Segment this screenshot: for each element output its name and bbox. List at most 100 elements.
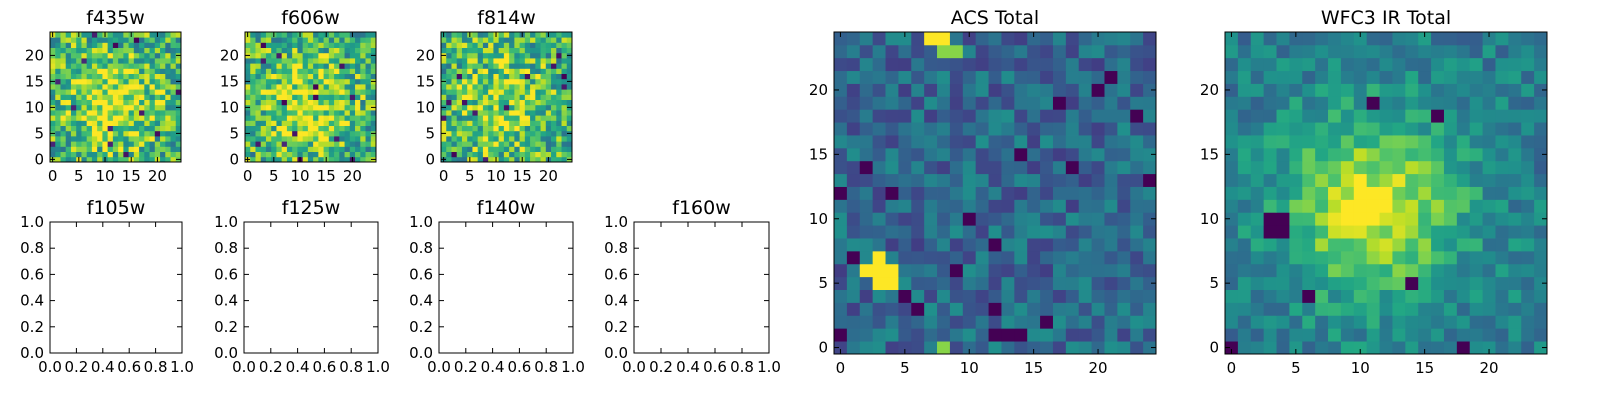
heatmap-cell <box>509 110 515 116</box>
heatmap-cell <box>1508 212 1522 226</box>
heatmap-cell <box>339 156 345 163</box>
heatmap-cell <box>1469 302 1483 316</box>
heatmap-cell <box>1534 341 1548 355</box>
heatmap-cell <box>1353 57 1368 72</box>
heatmap-cell <box>1495 289 1509 303</box>
heatmap-cell <box>286 37 293 43</box>
heatmap-cell <box>370 37 377 43</box>
heatmap-cell <box>339 141 345 147</box>
heatmap-cell <box>1027 173 1041 187</box>
heatmap-cell <box>355 110 361 116</box>
heatmap-cell <box>328 104 335 111</box>
heatmap-cell <box>1027 341 1041 355</box>
heatmap-cell <box>65 115 72 121</box>
heatmap-cell <box>1263 289 1277 303</box>
heatmap-cell <box>65 68 72 74</box>
heatmap-cell <box>540 146 547 152</box>
heatmap-cell <box>1469 276 1483 290</box>
heatmap-cell <box>70 110 77 116</box>
heatmap-cell <box>76 99 82 106</box>
heatmap-cell <box>503 156 510 163</box>
heatmap-cell <box>70 120 77 126</box>
heatmap-cell <box>535 89 541 95</box>
heatmap-cell <box>365 151 372 158</box>
heatmap-cell <box>55 94 61 100</box>
heatmap-cell <box>1495 57 1509 72</box>
heatmap-cell <box>112 52 119 59</box>
heatmap-cell <box>545 63 552 69</box>
heatmap-cell <box>1443 186 1458 200</box>
heatmap-cell <box>456 146 463 152</box>
heatmap-cell <box>297 125 304 132</box>
heatmap-cell <box>1456 96 1471 110</box>
heatmap-cell <box>50 146 56 152</box>
heatmap-cell <box>467 146 473 152</box>
heatmap-cell <box>1508 250 1522 265</box>
heatmap-cell <box>281 73 288 80</box>
heatmap-cell <box>323 42 330 48</box>
heatmap-cell <box>566 146 573 152</box>
heatmap-cell <box>975 225 989 239</box>
heatmap-cell <box>1052 199 1067 213</box>
heatmap-cell <box>344 73 351 80</box>
heatmap-cell <box>566 110 573 116</box>
heatmap-cell <box>255 32 262 38</box>
heatmap-cell <box>1052 289 1067 303</box>
heatmap-cell <box>524 58 531 64</box>
heatmap-cell <box>461 84 468 90</box>
heatmap-cell <box>472 156 479 163</box>
heatmap-cell <box>1392 160 1406 175</box>
heatmap-cell <box>276 63 283 69</box>
heatmap-cell <box>60 125 67 132</box>
heatmap-cell <box>1225 96 1239 110</box>
heatmap-cell <box>514 84 520 90</box>
heatmap-cell <box>91 104 98 111</box>
x-tick-label: 15 <box>317 167 336 185</box>
heatmap-cell <box>128 63 135 69</box>
heatmap-cell <box>1014 289 1028 303</box>
heatmap-cell <box>281 130 288 137</box>
heatmap-cell <box>313 125 319 132</box>
heatmap-cell <box>446 125 452 132</box>
heatmap-cell <box>76 89 82 95</box>
heatmap-cell <box>472 68 479 74</box>
heatmap-cell <box>91 32 98 38</box>
heatmap-cell <box>1225 315 1239 329</box>
heatmap-cell <box>265 156 272 163</box>
heatmap-cell <box>461 141 468 147</box>
heatmap-cell <box>545 73 552 80</box>
heatmap-cell <box>339 42 345 48</box>
heatmap-cell <box>86 89 93 95</box>
heatmap-cell <box>318 125 324 132</box>
heatmap-cell <box>1443 212 1458 226</box>
heatmap-cell <box>524 32 531 38</box>
heatmap-cell <box>1276 173 1290 187</box>
heatmap-cell <box>1521 341 1535 355</box>
heatmap-cell <box>107 63 114 69</box>
heatmap-cell <box>924 250 938 265</box>
heatmap-cell <box>988 57 1002 72</box>
heatmap-cell <box>102 84 109 90</box>
heatmap-cell <box>170 63 177 69</box>
heatmap-cell <box>498 136 505 142</box>
heatmap-cell <box>1443 147 1458 162</box>
heatmap-cell <box>1366 289 1380 303</box>
heatmap-cell <box>55 156 61 163</box>
heatmap-cell <box>566 89 573 95</box>
heatmap-cell <box>535 156 541 163</box>
x-tick-label: 0.8 <box>534 358 558 376</box>
heatmap-cell <box>488 47 494 54</box>
heatmap-cell <box>328 110 335 116</box>
heatmap-cell <box>128 58 135 64</box>
heatmap-cell <box>524 146 531 152</box>
heatmap-cell <box>509 104 515 111</box>
heatmap-cell <box>975 238 989 252</box>
heatmap-cell <box>160 68 166 74</box>
heatmap-cell <box>281 115 288 121</box>
heatmap-cell <box>911 225 925 239</box>
heatmap-cell <box>154 99 161 106</box>
heatmap-cell <box>924 32 938 46</box>
heatmap-cell <box>1065 147 1080 162</box>
heatmap-cell <box>975 302 989 316</box>
